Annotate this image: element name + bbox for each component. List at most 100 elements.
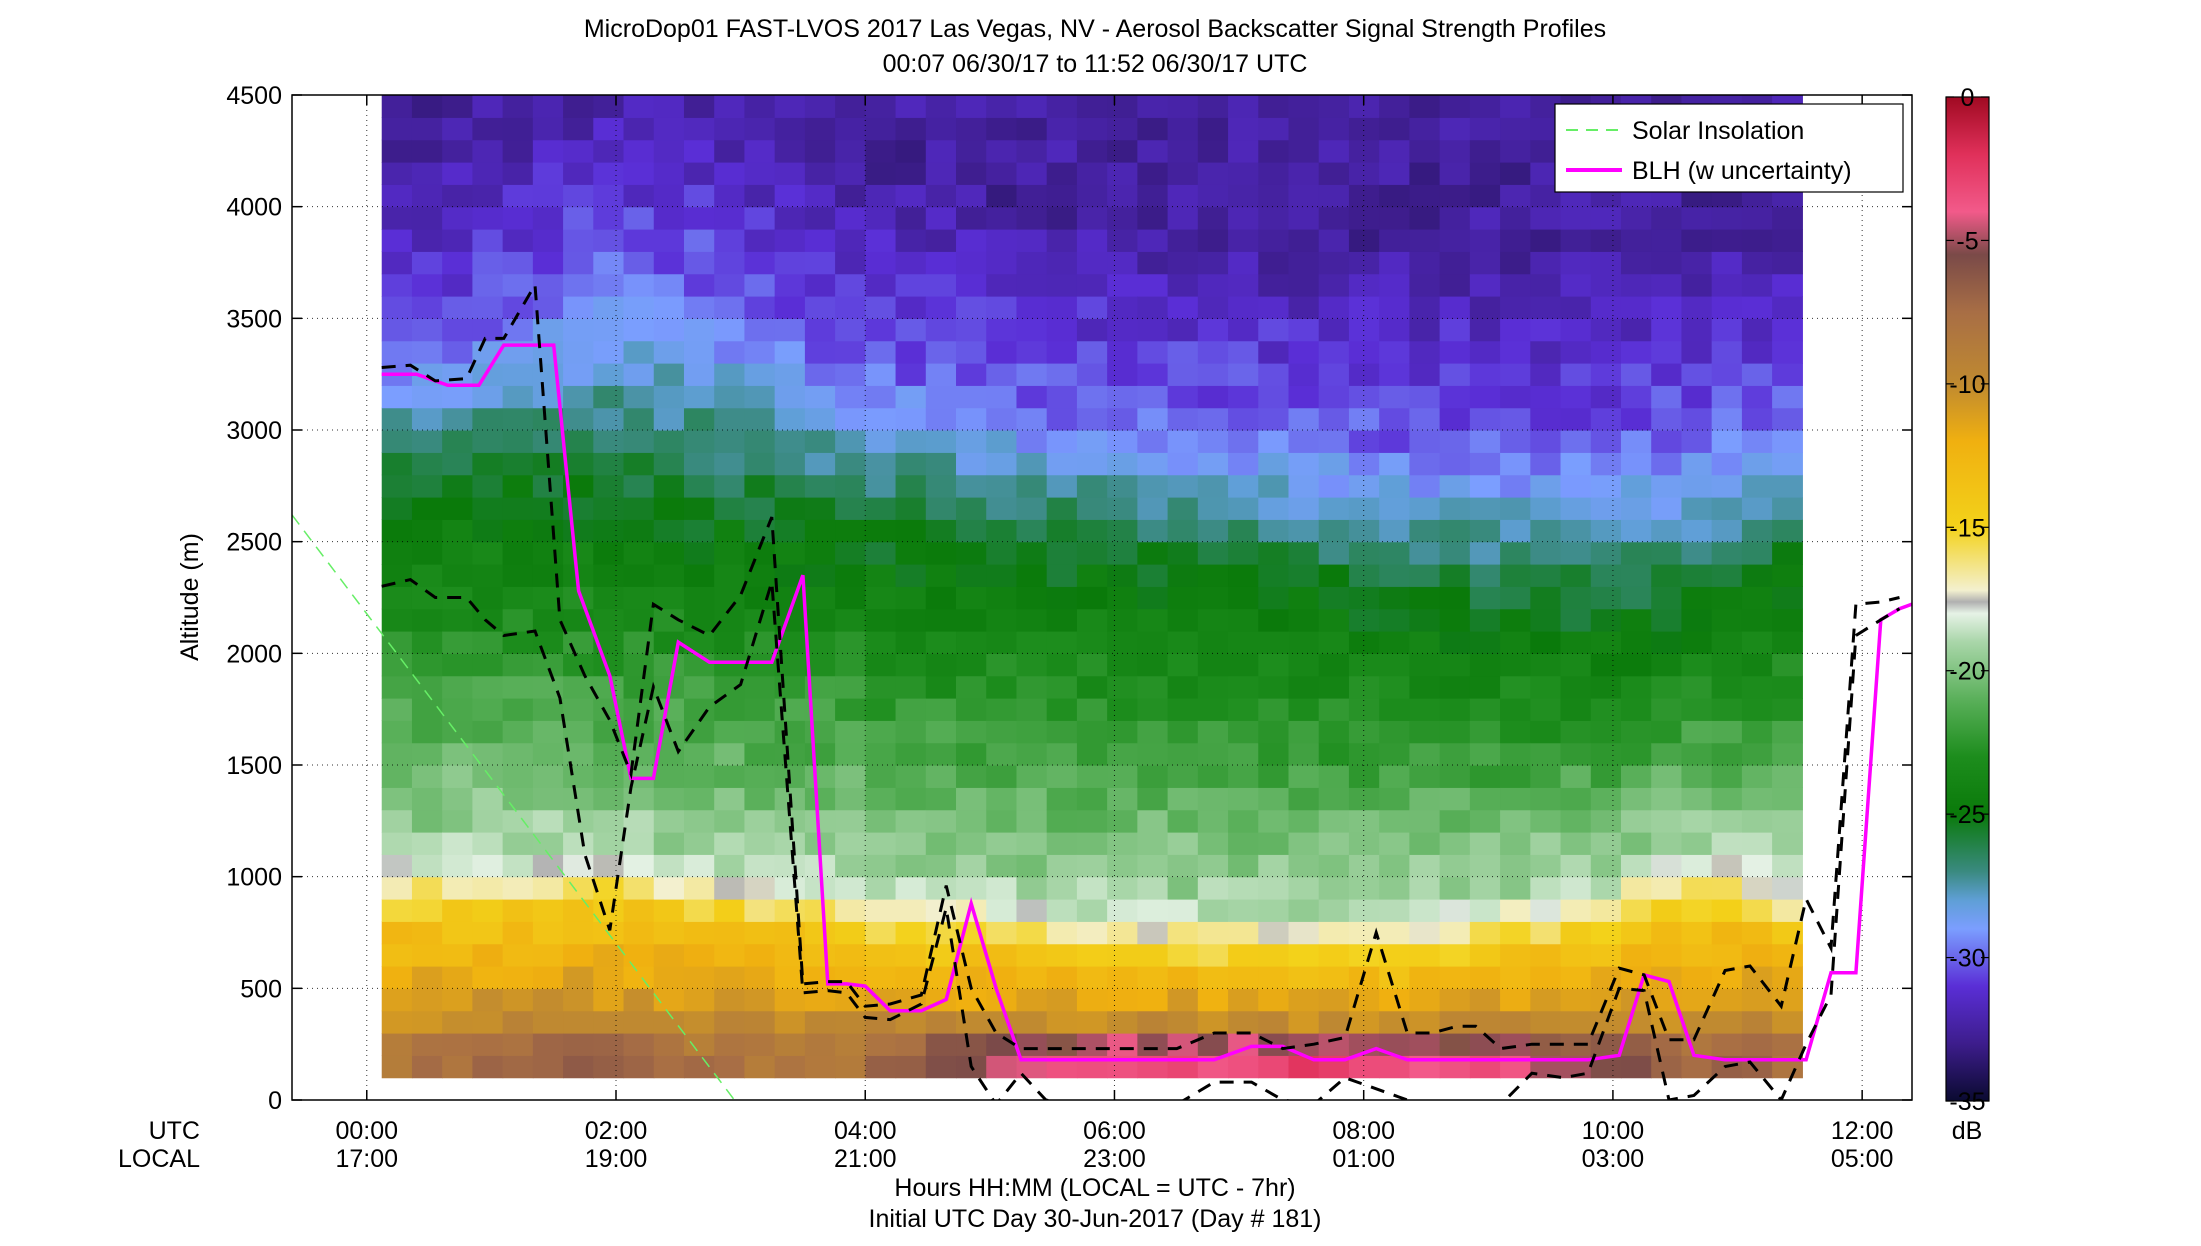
heatmap-cell <box>1016 899 1048 922</box>
heatmap-cell <box>683 988 715 1012</box>
heatmap-cell <box>502 943 534 967</box>
heatmap-cell <box>1469 586 1501 610</box>
heatmap-cell <box>472 162 504 185</box>
heatmap-cell <box>1348 988 1380 1012</box>
heatmap-cell <box>1469 340 1501 364</box>
heatmap-cell <box>1651 608 1683 632</box>
heatmap-cell <box>1681 407 1713 431</box>
heatmap-cell <box>1500 698 1531 721</box>
heatmap-cell <box>714 876 746 900</box>
heatmap-cell <box>1741 988 1773 1012</box>
heatmap-cell <box>442 720 473 744</box>
heatmap-cell <box>865 608 897 632</box>
heatmap-cell <box>895 541 927 565</box>
heatmap-cell <box>1137 363 1169 386</box>
heatmap-cell <box>472 653 504 677</box>
heatmap-cell <box>653 139 685 163</box>
heatmap-cell <box>502 698 534 721</box>
heatmap-cell <box>1711 586 1743 610</box>
heatmap-cell <box>1258 653 1290 677</box>
heatmap-cell <box>1469 765 1501 788</box>
heatmap-cell <box>442 966 473 989</box>
heatmap-cell <box>1379 340 1411 364</box>
heatmap-cell <box>1318 497 1350 520</box>
heatmap-cell <box>1711 876 1743 900</box>
heatmap-cell <box>1016 430 1048 453</box>
heatmap-cell <box>381 876 413 900</box>
heatmap-cell <box>532 966 564 989</box>
heatmap-cell <box>1288 720 1320 744</box>
heatmap-cell <box>1651 519 1683 543</box>
heatmap-cell <box>1379 608 1411 632</box>
heatmap-cell <box>1318 541 1350 565</box>
heatmap-cell <box>865 497 897 520</box>
heatmap-cell <box>1318 653 1350 677</box>
heatmap-cell <box>1288 966 1320 989</box>
heatmap-cell <box>804 497 836 520</box>
heatmap-cell <box>835 653 866 677</box>
heatmap-cell <box>1590 809 1622 833</box>
heatmap-cell <box>411 206 443 230</box>
heatmap-cell <box>381 564 413 587</box>
heatmap-cell <box>1288 1055 1320 1079</box>
heatmap-cell <box>804 363 836 386</box>
heatmap-cell <box>895 675 927 699</box>
heatmap-cell <box>835 296 866 319</box>
heatmap-cell <box>442 1010 473 1034</box>
heatmap-cell <box>804 340 836 364</box>
heatmap-cell <box>381 631 413 654</box>
heatmap-cell <box>1258 318 1290 342</box>
heatmap-cell <box>1620 430 1652 453</box>
heatmap-cell <box>774 564 806 587</box>
heatmap-cell <box>774 184 806 208</box>
heatmap-cell <box>1379 675 1411 699</box>
colorbar-ticks: 0-5-10-15-20-25-30-35 <box>1946 84 1989 1116</box>
heatmap-cell <box>1741 899 1773 922</box>
heatmap-cell <box>1076 318 1108 342</box>
heatmap-cell <box>774 854 806 878</box>
heatmap-cell <box>563 206 594 230</box>
heatmap-cell <box>1500 273 1531 297</box>
heatmap-cell <box>381 139 413 163</box>
legend-box <box>1554 103 1904 193</box>
heatmap-cell <box>442 95 473 118</box>
heatmap-cell <box>623 966 655 989</box>
heatmap-cell <box>381 1010 413 1034</box>
heatmap-cell <box>1469 631 1501 654</box>
heatmap-cell <box>865 385 897 409</box>
heatmap-cell <box>1681 340 1713 364</box>
heatmap-cell <box>714 385 746 409</box>
heatmap-cell <box>1318 452 1350 476</box>
heatmap-cell <box>442 162 473 185</box>
heatmap-cell <box>744 95 776 118</box>
heatmap-cell <box>986 474 1018 498</box>
heatmap-cell <box>1590 876 1622 900</box>
heatmap-cell <box>744 921 776 945</box>
heatmap-cell <box>563 95 594 118</box>
heatmap-cell <box>1590 497 1622 520</box>
heatmap-cell <box>865 966 897 989</box>
heatmap-cell <box>1772 675 1803 699</box>
heatmap-cell <box>1076 943 1108 967</box>
heatmap-cell <box>563 586 594 610</box>
heatmap-cell <box>986 564 1018 587</box>
heatmap-cell <box>1651 340 1683 364</box>
heatmap-cell <box>1409 966 1441 989</box>
heatmap-cell <box>442 564 473 587</box>
heatmap-cell <box>1288 787 1320 811</box>
heatmap-cell <box>1016 1010 1048 1034</box>
heatmap-cell <box>1197 273 1229 297</box>
heatmap-cell <box>442 385 473 409</box>
heatmap-cell <box>1016 541 1048 565</box>
heatmap-cell <box>1772 1033 1803 1056</box>
heatmap-cell <box>1379 117 1411 141</box>
heatmap-cell <box>1046 876 1078 900</box>
heatmap-cell <box>895 720 927 744</box>
heatmap-cell <box>1318 854 1350 878</box>
heatmap-cell <box>1228 586 1259 610</box>
heatmap-cell <box>714 921 746 945</box>
heatmap-cell <box>1107 631 1138 654</box>
heatmap-cell <box>1348 586 1380 610</box>
heatmap-cell <box>804 1010 836 1034</box>
heatmap-cell <box>986 229 1018 252</box>
